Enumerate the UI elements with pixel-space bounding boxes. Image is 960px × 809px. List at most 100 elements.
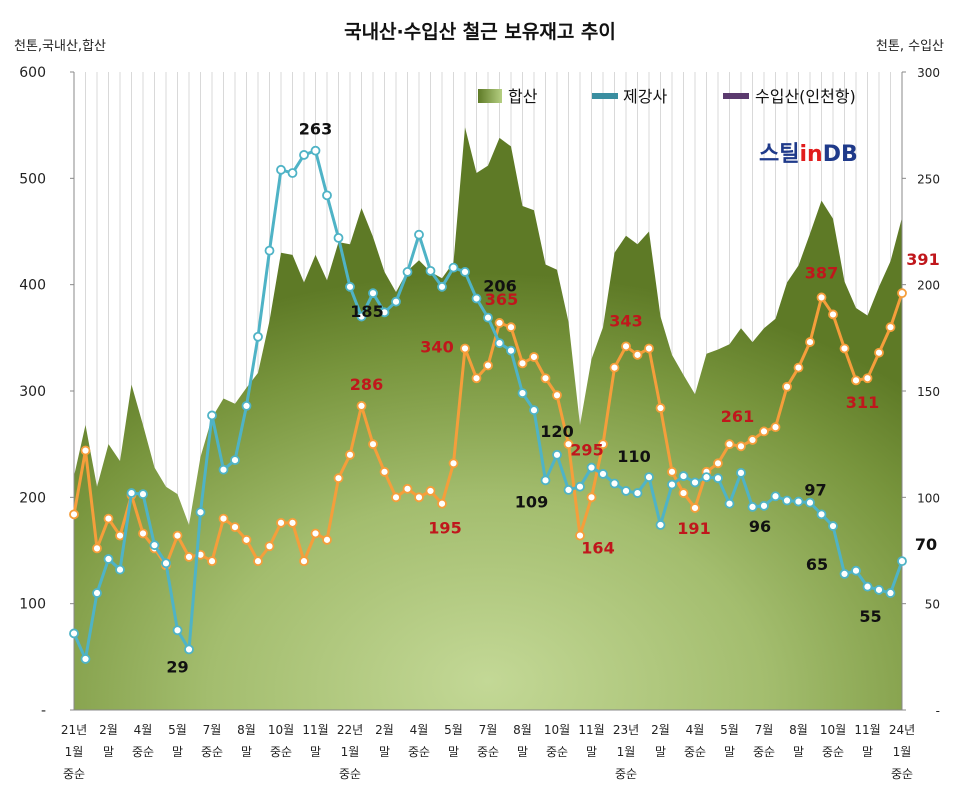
data-point-import xyxy=(759,426,769,437)
data-point-mill xyxy=(644,472,654,483)
data-point-mill xyxy=(552,449,562,460)
x-axis-tick-label: 중순 xyxy=(63,767,85,781)
data-point-import xyxy=(494,318,505,328)
x-axis-tick-label: 7월 xyxy=(203,723,222,737)
x-axis-tick-label: 중순 xyxy=(201,745,223,759)
data-point-import xyxy=(851,375,861,386)
data-label: 120 xyxy=(540,422,573,441)
data-point-mill xyxy=(287,168,298,178)
data-label: 195 xyxy=(428,519,461,538)
data-point-mill xyxy=(310,145,321,156)
data-point-mill xyxy=(471,293,482,304)
line-series-layer xyxy=(69,145,907,664)
data-point-import xyxy=(414,492,424,503)
data-point-mill xyxy=(333,232,344,243)
total-area xyxy=(74,127,902,711)
data-point-import xyxy=(356,400,367,411)
data-point-mill xyxy=(184,644,194,655)
data-label: 109 xyxy=(515,492,548,511)
axes: - 100 200 300 400 500 600 - 50 100 150 200 250 300 xyxy=(19,65,940,719)
data-point-import xyxy=(805,337,815,347)
data-point-import xyxy=(839,343,850,354)
data-point-import xyxy=(230,522,240,533)
data-point-mill xyxy=(391,296,401,307)
x-axis-tick-label: 말 xyxy=(862,745,873,759)
x-axis-tick-label: 중순 xyxy=(132,745,154,759)
data-point-import xyxy=(264,541,275,552)
data-point-import xyxy=(529,352,539,362)
data-point-mill xyxy=(667,479,677,490)
data-point-import xyxy=(425,486,436,496)
data-point-mill xyxy=(655,520,666,530)
data-point-mill xyxy=(632,488,643,498)
data-point-mill xyxy=(103,554,114,564)
data-point-mill xyxy=(138,489,148,500)
legend: 합산 제강사 수입산(인천항) xyxy=(478,87,856,106)
x-axis-tick-label: 말 xyxy=(517,745,528,759)
data-point-import xyxy=(483,360,493,371)
x-axis-tick-label: 22년 xyxy=(337,723,363,737)
data-point-import xyxy=(816,292,827,303)
data-point-import xyxy=(678,488,689,498)
data-point-import xyxy=(310,528,321,539)
data-point-import xyxy=(552,390,562,401)
left-axis-unit-label: 천톤,국내산,합산 xyxy=(14,39,106,54)
data-label: 164 xyxy=(581,539,614,558)
data-label: 185 xyxy=(350,302,383,321)
data-point-import xyxy=(621,341,631,352)
data-point-import xyxy=(655,403,666,413)
data-label: 55 xyxy=(859,607,881,626)
x-axis-tick-label: 중순 xyxy=(615,767,637,781)
data-point-import xyxy=(609,362,620,373)
data-point-mill xyxy=(161,558,171,569)
x-axis-tick-label: 중순 xyxy=(270,745,292,759)
x-axis-tick-label: 5월 xyxy=(720,723,739,737)
data-point-mill xyxy=(368,288,378,299)
data-point-import xyxy=(448,458,459,469)
right-axis-tick-label: 200 xyxy=(917,279,940,293)
data-point-mill xyxy=(828,521,838,531)
x-axis-tick-label: 11월 xyxy=(854,723,880,737)
x-axis-tick-label: 8월 xyxy=(513,723,532,737)
data-label: 97 xyxy=(804,480,826,499)
right-axis-tick-label: 150 xyxy=(917,385,940,399)
data-point-mill xyxy=(713,473,723,484)
data-point-mill xyxy=(425,265,436,276)
left-axis-tick-label: 400 xyxy=(19,278,46,294)
data-point-import xyxy=(103,513,114,524)
x-axis-tick-label: 중순 xyxy=(684,745,706,759)
x-axis-tick-label: 중순 xyxy=(339,767,361,781)
x-axis-tick-label: 21년 xyxy=(61,723,87,737)
data-point-import xyxy=(598,439,608,450)
data-point-mill xyxy=(862,581,873,592)
data-point-import xyxy=(632,349,643,360)
data-point-mill xyxy=(218,464,229,475)
data-label: 387 xyxy=(805,263,838,282)
x-axis-tick-label: 말 xyxy=(448,745,459,759)
data-point-mill xyxy=(540,475,551,486)
x-axis-tick-label: 중순 xyxy=(546,745,568,759)
x-axis-tick-label: 말 xyxy=(172,745,183,759)
data-point-import xyxy=(862,373,873,384)
data-point-import xyxy=(241,534,252,545)
legend-swatch-total xyxy=(478,89,502,103)
data-label: 261 xyxy=(721,407,754,426)
x-axis-tick-label: 24년 xyxy=(889,723,915,737)
x-axis-tick-label: 23년 xyxy=(613,723,639,737)
data-point-import xyxy=(253,556,263,567)
data-point-import xyxy=(874,347,884,358)
data-point-mill xyxy=(448,262,459,273)
data-point-mill xyxy=(621,486,631,496)
data-point-mill xyxy=(126,488,137,498)
data-point-mill xyxy=(701,472,712,483)
x-axis-tick-label: 말 xyxy=(241,745,252,759)
data-label: 65 xyxy=(806,555,828,574)
data-point-import xyxy=(391,492,401,503)
x-axis-tick-label: 7월 xyxy=(479,723,498,737)
data-point-import xyxy=(885,322,896,333)
data-point-import xyxy=(69,509,79,520)
data-point-import xyxy=(322,534,332,545)
data-point-import xyxy=(471,373,482,384)
x-axis-tick-label: 1월 xyxy=(617,745,636,759)
